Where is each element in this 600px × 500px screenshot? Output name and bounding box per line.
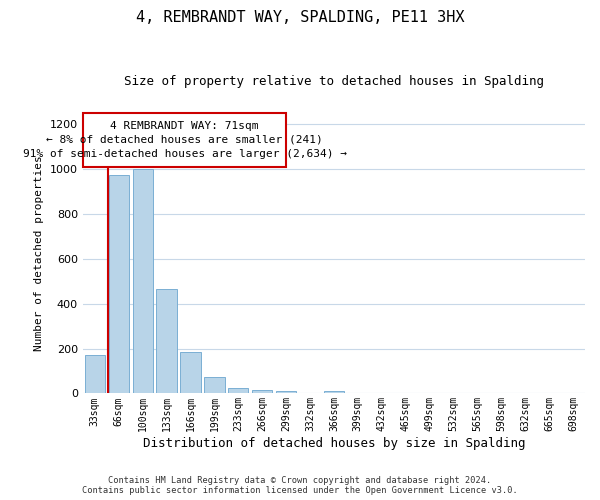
Bar bbox=[109, 174, 129, 394]
Bar bbox=[204, 376, 224, 394]
Text: 4 REMBRANDT WAY: 71sqm
← 8% of detached houses are smaller (241)
91% of semi-det: 4 REMBRANDT WAY: 71sqm ← 8% of detached … bbox=[23, 120, 347, 158]
Bar bbox=[324, 391, 344, 394]
Bar bbox=[157, 289, 177, 394]
Bar bbox=[181, 352, 200, 394]
Y-axis label: Number of detached properties: Number of detached properties bbox=[34, 155, 44, 351]
Title: Size of property relative to detached houses in Spalding: Size of property relative to detached ho… bbox=[124, 75, 544, 88]
Bar bbox=[228, 388, 248, 394]
Bar bbox=[133, 169, 153, 394]
Bar bbox=[85, 355, 105, 394]
X-axis label: Distribution of detached houses by size in Spalding: Distribution of detached houses by size … bbox=[143, 437, 525, 450]
Bar bbox=[252, 390, 272, 394]
Text: Contains HM Land Registry data © Crown copyright and database right 2024.
Contai: Contains HM Land Registry data © Crown c… bbox=[82, 476, 518, 495]
Bar bbox=[83, 113, 286, 166]
Bar bbox=[276, 391, 296, 394]
Text: 4, REMBRANDT WAY, SPALDING, PE11 3HX: 4, REMBRANDT WAY, SPALDING, PE11 3HX bbox=[136, 10, 464, 25]
